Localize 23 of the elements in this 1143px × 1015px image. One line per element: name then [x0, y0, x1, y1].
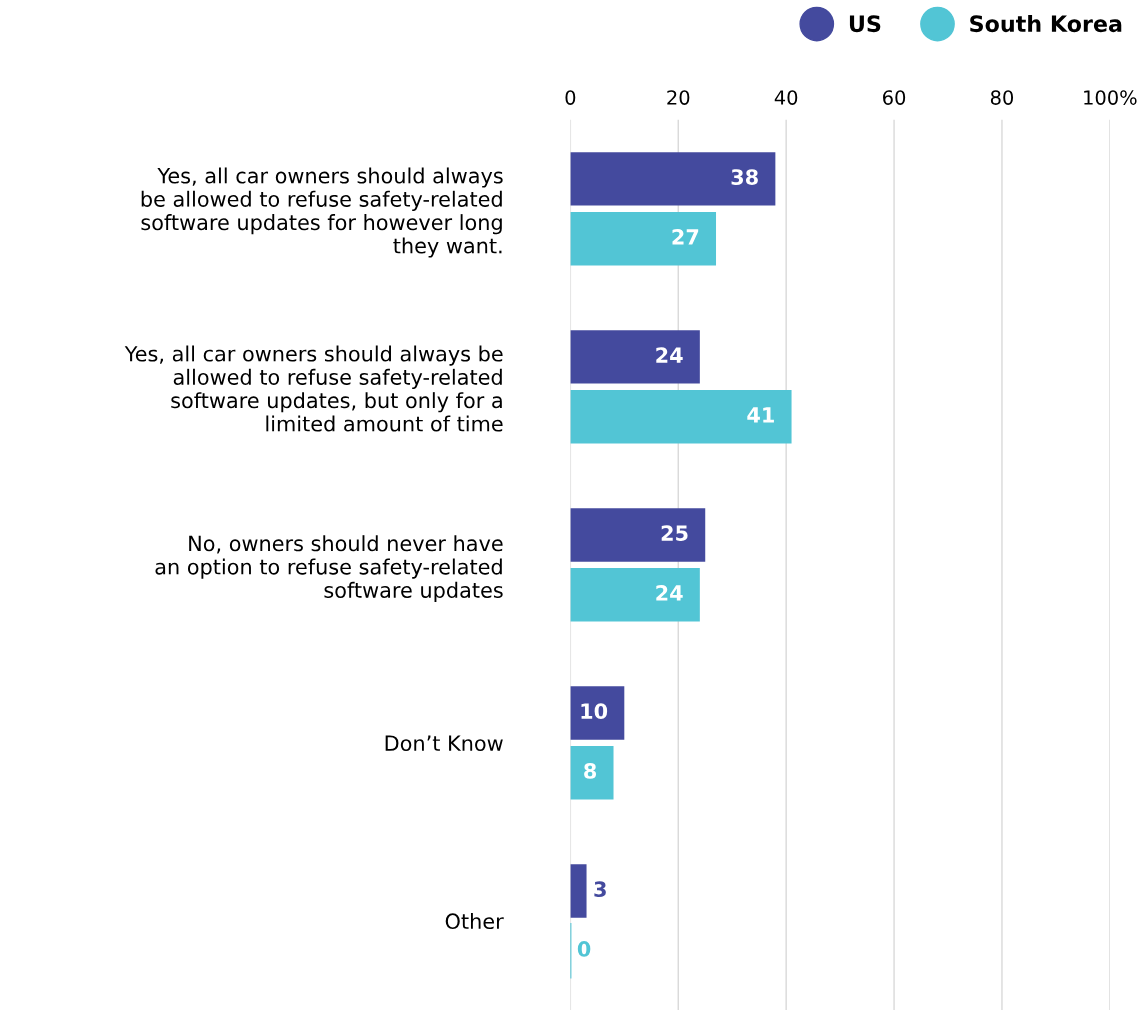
y-tick-label: Yes, all car owners should always be allowed to refuse safety-related software updates, but only for a limited amount of time	[124, 345, 503, 432]
data-label: 41	[747, 407, 774, 423]
data-label: 24	[656, 347, 683, 363]
data-label: 8	[584, 763, 597, 779]
data-label: 27	[672, 228, 699, 245]
x-tick-label: 80	[990, 90, 1014, 105]
data-label: 25	[661, 525, 688, 541]
data-label: 10	[581, 703, 608, 720]
y-tick-label: Don’t Know	[385, 735, 503, 752]
data-label: 24	[656, 585, 683, 601]
x-tick-label: 100%	[1084, 90, 1137, 105]
data-label: 38	[731, 169, 758, 185]
y-tick-label: Yes, all car owners should always be allowed to refuse safety-related software updates for however long they want.	[141, 167, 503, 258]
y-tick-label: No, owners should never have an option to refuse safety-related software updates	[155, 535, 503, 603]
y-tick-label: Other	[445, 912, 504, 930]
x-tick-label: 0	[565, 90, 576, 105]
x-tick-label: 60	[883, 90, 906, 105]
x-tick-label: 40	[774, 90, 798, 105]
data-label: 3	[594, 881, 606, 898]
data-label: 0	[577, 941, 591, 957]
legend-label: South Korea	[970, 14, 1122, 33]
legend-label: US	[849, 15, 881, 33]
x-tick-label: 20	[667, 90, 690, 105]
